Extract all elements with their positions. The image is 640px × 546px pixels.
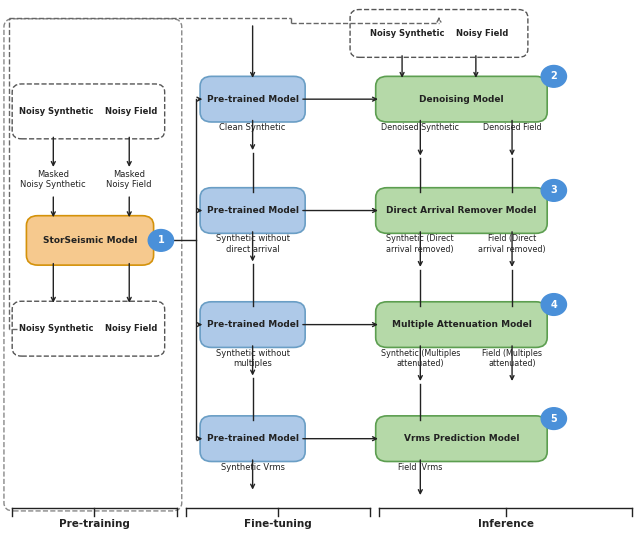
Text: Field  Vrms: Field Vrms	[398, 462, 442, 472]
Text: Synthetic without
multiples: Synthetic without multiples	[216, 348, 290, 368]
Text: Fine-tuning: Fine-tuning	[244, 519, 312, 529]
Text: Synthetic without
direct arrival: Synthetic without direct arrival	[216, 234, 290, 254]
Text: Clean Synthetic: Clean Synthetic	[220, 123, 286, 132]
FancyBboxPatch shape	[26, 216, 154, 265]
FancyBboxPatch shape	[200, 76, 305, 122]
FancyBboxPatch shape	[200, 416, 305, 461]
Text: Field (Direct
arrival removed): Field (Direct arrival removed)	[478, 234, 546, 254]
Text: Inference: Inference	[477, 519, 534, 529]
Circle shape	[541, 66, 566, 87]
Text: Masked
Noisy Field: Masked Noisy Field	[106, 170, 152, 189]
Circle shape	[541, 408, 566, 430]
Text: Multiple Attenuation Model: Multiple Attenuation Model	[392, 320, 531, 329]
Text: Noisy Synthetic    Noisy Field: Noisy Synthetic Noisy Field	[370, 29, 508, 38]
Text: 3: 3	[550, 186, 557, 195]
Text: Pre-trained Model: Pre-trained Model	[207, 434, 299, 443]
Text: Pre-training: Pre-training	[59, 519, 130, 529]
Text: Denoising Model: Denoising Model	[419, 94, 504, 104]
FancyBboxPatch shape	[200, 188, 305, 233]
Text: Denoised Field: Denoised Field	[483, 123, 541, 132]
Text: Pre-trained Model: Pre-trained Model	[207, 206, 299, 215]
FancyBboxPatch shape	[200, 302, 305, 347]
Text: 1: 1	[157, 235, 164, 245]
Text: StorSeismic Model: StorSeismic Model	[43, 236, 137, 245]
Text: Direct Arrival Remover Model: Direct Arrival Remover Model	[387, 206, 536, 215]
Text: Denoised Synthetic: Denoised Synthetic	[381, 123, 460, 132]
Text: 2: 2	[550, 72, 557, 81]
FancyBboxPatch shape	[12, 301, 164, 356]
Text: Pre-trained Model: Pre-trained Model	[207, 320, 299, 329]
Text: Synthetic (Multiples
attenuated): Synthetic (Multiples attenuated)	[381, 348, 460, 368]
FancyBboxPatch shape	[376, 302, 547, 347]
Text: Masked
Noisy Synthetic: Masked Noisy Synthetic	[20, 170, 86, 189]
FancyBboxPatch shape	[12, 84, 164, 139]
Text: Synthetic Vrms: Synthetic Vrms	[221, 462, 285, 472]
Circle shape	[541, 180, 566, 201]
Text: Field (Multiples
attenuated): Field (Multiples attenuated)	[482, 348, 542, 368]
FancyBboxPatch shape	[376, 76, 547, 122]
Text: Pre-trained Model: Pre-trained Model	[207, 94, 299, 104]
FancyBboxPatch shape	[376, 188, 547, 233]
Text: Vrms Prediction Model: Vrms Prediction Model	[404, 434, 519, 443]
Text: 4: 4	[550, 300, 557, 310]
Text: Noisy Synthetic    Noisy Field: Noisy Synthetic Noisy Field	[19, 107, 157, 116]
Text: Synthetic (Direct
arrival removed): Synthetic (Direct arrival removed)	[387, 234, 454, 254]
FancyBboxPatch shape	[376, 416, 547, 461]
Text: Noisy Synthetic    Noisy Field: Noisy Synthetic Noisy Field	[19, 324, 157, 333]
FancyBboxPatch shape	[350, 9, 528, 57]
Text: 5: 5	[550, 413, 557, 424]
Circle shape	[148, 229, 173, 251]
Circle shape	[541, 294, 566, 316]
